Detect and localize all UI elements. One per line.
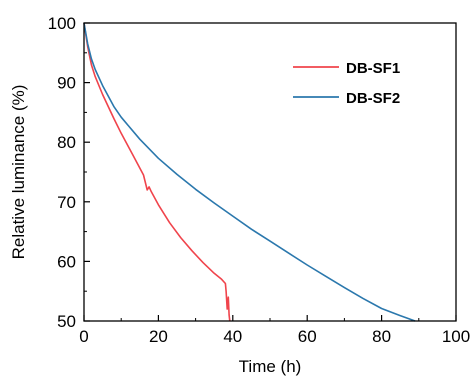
x-axis: 0 20 40 60 80 100 [79, 315, 470, 346]
y-axis-title: Relative luminance (%) [9, 85, 28, 260]
y-tick-label: 80 [57, 133, 76, 152]
x-tick-label: 20 [149, 327, 168, 346]
y-tick-label: 60 [57, 252, 76, 271]
y-tick-label: 50 [57, 312, 76, 331]
y-axis: 50 60 70 80 90 100 [48, 14, 90, 331]
x-axis-title: Time (h) [239, 357, 302, 376]
x-tick-label: 100 [442, 327, 470, 346]
y-tick-label: 70 [57, 193, 76, 212]
plot-lines [83, 22, 416, 322]
plot-frame [83, 22, 457, 322]
y-tick-label: 90 [57, 74, 76, 93]
legend-label-1: DB-SF1 [346, 60, 400, 77]
x-tick-label: 60 [298, 327, 317, 346]
legend-label-2: DB-SF2 [346, 90, 400, 107]
series-line-2 [83, 22, 416, 322]
legend: DB-SF1 DB-SF2 [293, 60, 400, 107]
x-tick-label: 40 [223, 327, 242, 346]
x-tick-label: 0 [79, 327, 88, 346]
series-line-1 [83, 22, 231, 322]
y-tick-label: 100 [48, 14, 76, 33]
x-tick-label: 80 [372, 327, 391, 346]
